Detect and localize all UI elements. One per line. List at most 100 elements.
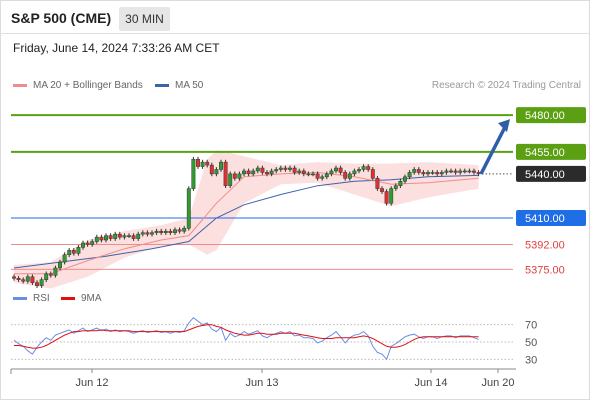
candle-body (62, 254, 67, 263)
candle-body (58, 261, 62, 269)
candle-body (159, 230, 164, 233)
rsi-level-label-50: 50 (525, 337, 537, 349)
candle-body (205, 161, 210, 166)
candle-body (320, 176, 325, 179)
candle-body (228, 173, 233, 186)
candle-body (380, 188, 384, 192)
level-label-resistance: 5455.00 (525, 147, 565, 159)
candle-body (30, 276, 35, 283)
candle-body (384, 191, 389, 204)
timeframe-button[interactable]: 30 MIN (119, 7, 170, 31)
rsi-level-label-70: 70 (525, 320, 537, 332)
candle-body (375, 178, 380, 189)
candle-body (90, 241, 95, 245)
x-axis-label: Jun 14 (414, 377, 447, 389)
candle-body (297, 170, 302, 173)
rsi-ma9-line (14, 324, 479, 349)
candle-body (25, 276, 30, 282)
candle-body (85, 242, 90, 245)
candle-body (416, 169, 421, 173)
candle-body (117, 233, 122, 238)
level-label-support-primary: 5410.00 (525, 213, 565, 225)
candle-body (223, 161, 228, 186)
candle-body (255, 167, 260, 172)
x-axis-label: Jun 13 (245, 377, 278, 389)
candle-body (53, 267, 58, 276)
candle-body (150, 232, 154, 235)
x-axis-label: Jun 12 (75, 377, 108, 389)
ma50-swatch (155, 84, 169, 87)
candle-body (16, 277, 21, 280)
candle-body (311, 173, 315, 176)
candle-body (407, 172, 412, 178)
candle-body (338, 167, 343, 173)
candle-body (306, 173, 311, 176)
candle-body (265, 172, 269, 175)
candle-body (269, 170, 274, 175)
chart-datetime: Friday, June 14, 2024 7:33:26 AM CET (13, 41, 220, 55)
candle-body (398, 180, 403, 186)
candle-body (200, 161, 205, 167)
ma20-swatch (13, 84, 27, 87)
candle-body (412, 169, 417, 173)
candle-body (219, 161, 223, 170)
legend-ma50-label: MA 50 (175, 80, 204, 91)
bollinger-band (14, 150, 479, 289)
9ma-swatch (61, 297, 75, 300)
legend-ma20: MA 20 + Bollinger Bands (13, 80, 143, 91)
candle-body (214, 169, 219, 175)
legend-9ma-label: 9MA (81, 293, 102, 304)
candle-body (278, 167, 283, 170)
candle-body (301, 170, 306, 175)
candle-body (145, 232, 150, 235)
candle-body (113, 233, 118, 239)
candle-body (131, 235, 136, 239)
level-label-box-support-primary (516, 209, 586, 226)
candle-body (426, 172, 430, 175)
rsi-level-label-30: 30 (525, 354, 537, 366)
candle-body (343, 172, 348, 179)
candle-body (430, 172, 435, 174)
candle-body (35, 282, 39, 286)
candle-body (439, 172, 444, 175)
candle-body (393, 185, 398, 189)
candle-body (334, 167, 338, 172)
instrument-title: S&P 500 (CME) (11, 10, 112, 26)
header-divider (0, 33, 590, 34)
candle-body (366, 166, 371, 170)
candle-body (44, 273, 49, 280)
legend-9ma: 9MA (61, 293, 102, 304)
candle-body (361, 166, 366, 170)
candle-body (315, 173, 320, 179)
candle-body (324, 173, 329, 178)
candle-body (182, 228, 187, 232)
candle-body (186, 188, 191, 229)
level-label-resistance: 5480.00 (525, 110, 565, 122)
candle-body (347, 173, 352, 179)
candle-body (108, 235, 113, 239)
candle-body (435, 172, 440, 175)
candle-body (104, 235, 108, 241)
legend-ma20-label: MA 20 + Bollinger Bands (33, 80, 143, 91)
candle-body (81, 242, 85, 248)
candle-body (357, 169, 361, 172)
legend-ma50: MA 50 (155, 80, 203, 91)
candle-body (472, 170, 476, 173)
candle-body (274, 169, 279, 172)
candle-body (453, 170, 458, 173)
rsi-line (13, 317, 479, 361)
candle-body (154, 230, 159, 233)
candle-body (21, 279, 26, 282)
x-axis-label: Jun 20 (481, 377, 514, 389)
level-label-support: 5392.00 (525, 239, 565, 251)
candle-body (67, 250, 72, 255)
candle-body (140, 232, 145, 235)
level-label-support: 5375.00 (525, 264, 565, 276)
candle-body (260, 167, 265, 173)
candle-body (168, 230, 173, 233)
level-label-box-resistance (516, 107, 586, 124)
candle-body (177, 229, 182, 232)
candle-body (283, 167, 288, 170)
level-label-box-last (516, 165, 586, 182)
